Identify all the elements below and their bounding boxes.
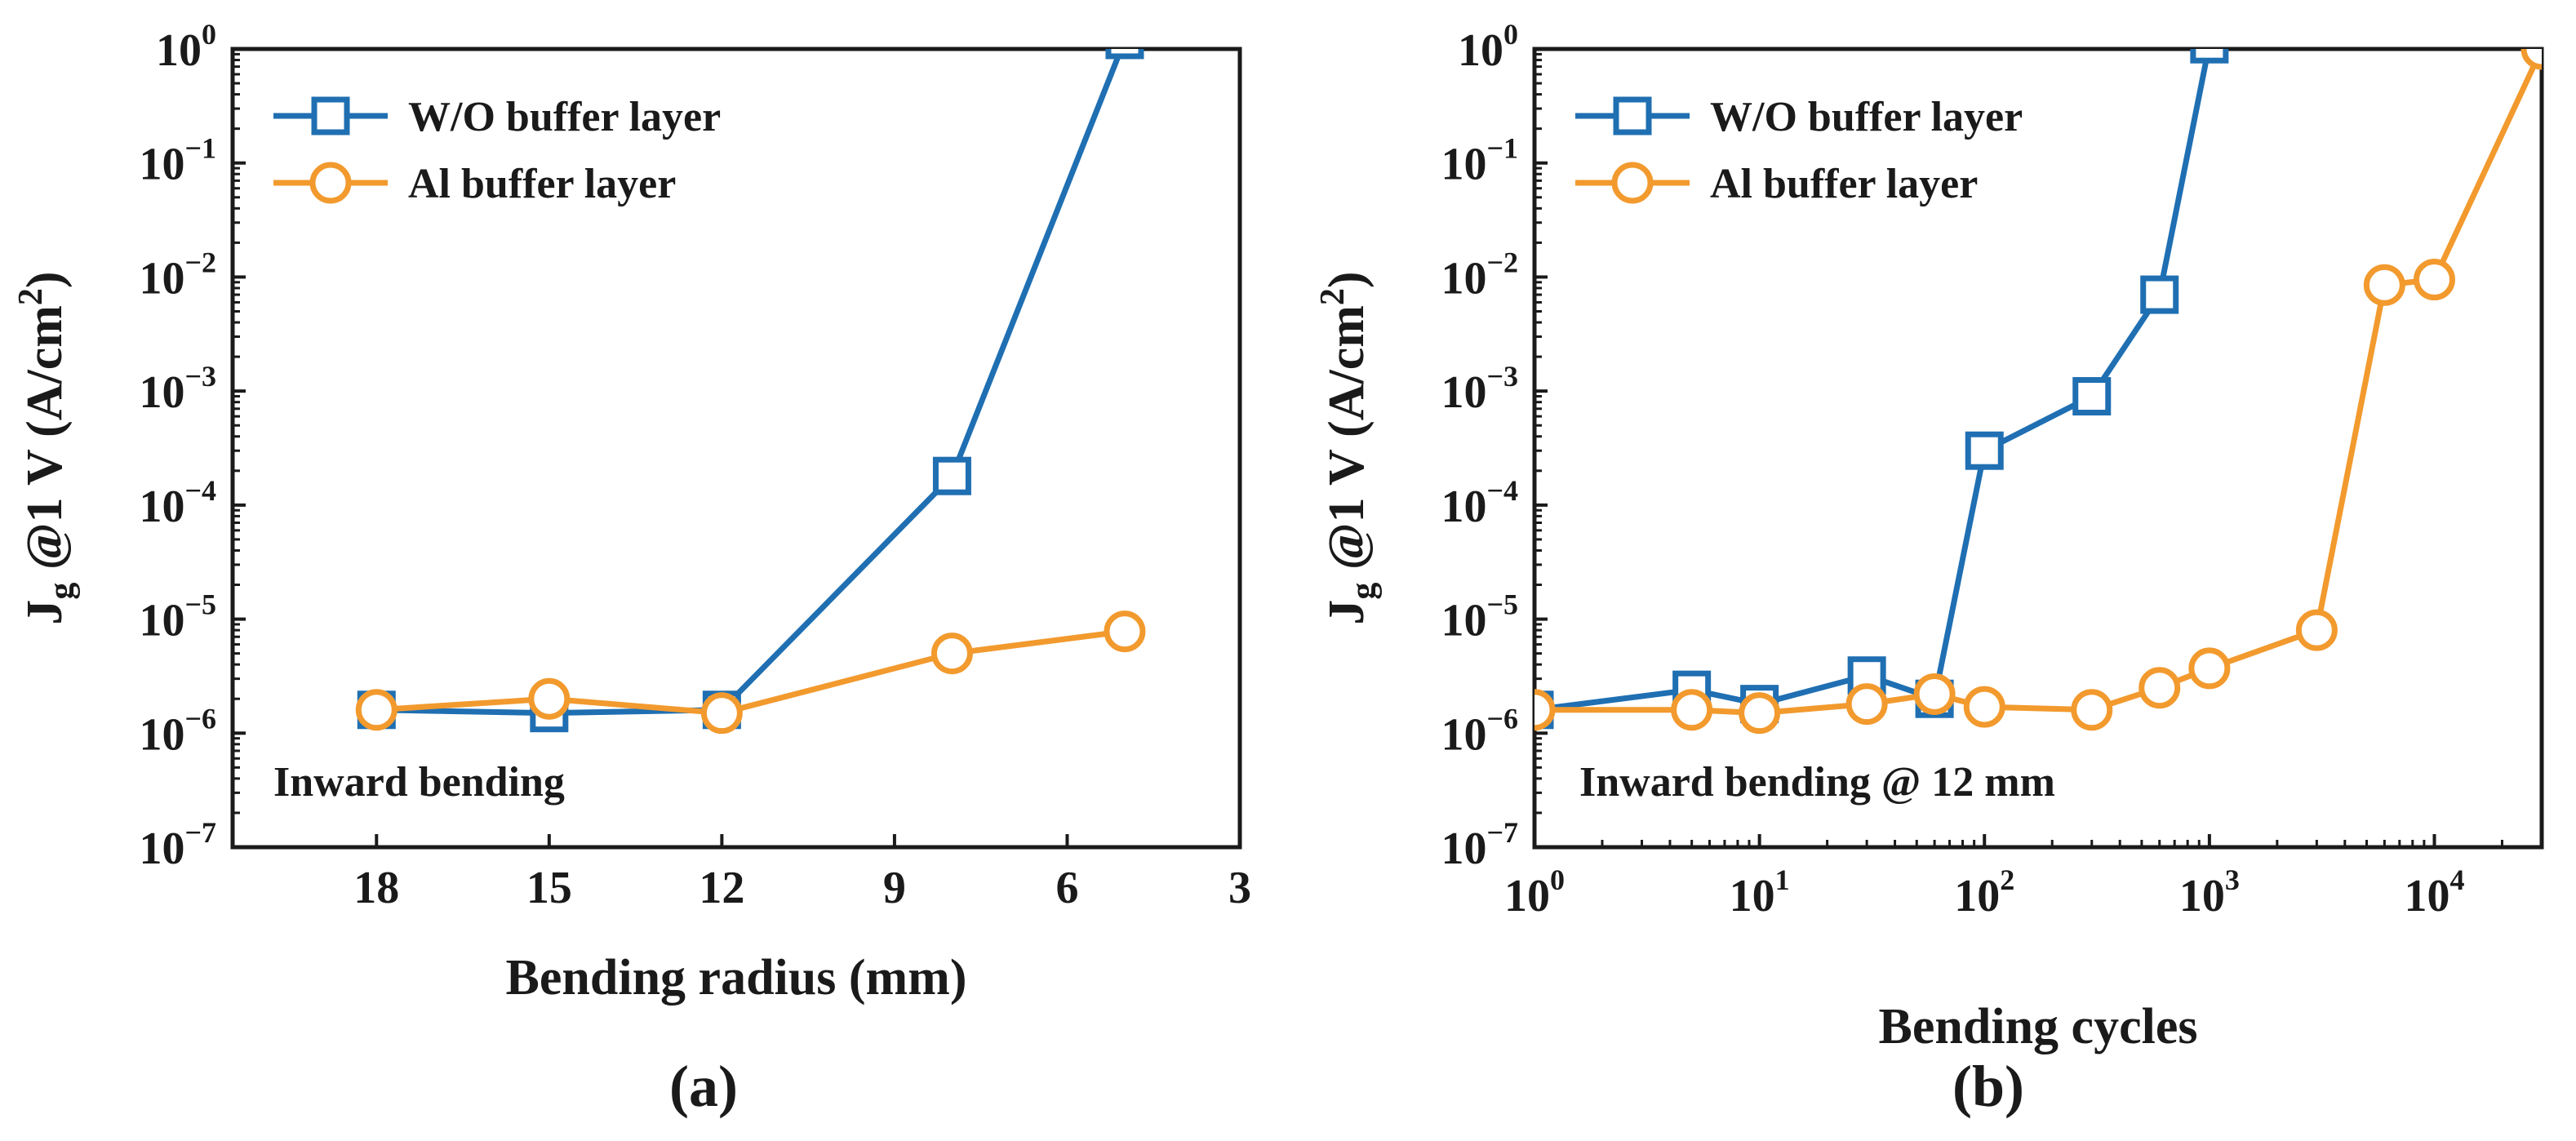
y-tick-label: 10−1 xyxy=(139,132,216,190)
data-point-circle xyxy=(355,689,398,731)
y-tick-label: 10−5 xyxy=(1441,588,1518,646)
panel-b-y-label-main: J xyxy=(1319,600,1375,625)
x-tick-label: 101 xyxy=(1730,864,1790,921)
x-tick-label: 12 xyxy=(699,863,744,913)
y-tick-label: 10−5 xyxy=(139,588,216,646)
x-tick-label: 6 xyxy=(1055,863,1078,913)
data-point-circle xyxy=(2363,264,2405,306)
legend-label: Al buffer layer xyxy=(408,161,676,207)
data-point-circle xyxy=(930,633,973,675)
data-point-circle xyxy=(2413,259,2455,301)
legend-label: Al buffer layer xyxy=(1710,161,1978,207)
y-tick-label: 100 xyxy=(156,18,216,76)
x-tick-label: 3 xyxy=(1228,863,1251,913)
x-tick-label: 18 xyxy=(353,863,399,913)
y-tick-label: 10−7 xyxy=(1441,816,1518,874)
panel-a-x-axis-label: Bending radius (mm) xyxy=(506,950,967,1006)
x-tick-label: 103 xyxy=(2179,864,2240,921)
y-tick-label: 10−6 xyxy=(139,702,216,760)
panel-a-y-axis-label: Jg @1 V (A/cm2) xyxy=(12,271,81,624)
data-point-circle xyxy=(2295,609,2338,651)
panel-b-legend: W/O buffer layer Al buffer layer xyxy=(1575,94,2023,207)
panel-b-y-label-sub: g xyxy=(1345,583,1383,600)
series-line-1 xyxy=(376,628,1126,717)
legend-marker-square xyxy=(1613,96,1652,135)
data-point-circle xyxy=(700,692,743,735)
panel-a-series xyxy=(355,49,1146,735)
y-tick-label: 100 xyxy=(1458,18,1518,76)
panel-a: 10−7 10−6 10−5 10−4 10−3 10−2 10−1 100 18 15 12 9 6 3… xyxy=(12,18,1251,1119)
y-tick-label: 10−1 xyxy=(1441,132,1518,190)
legend-label: W/O buffer layer xyxy=(1710,94,2023,140)
data-point-square xyxy=(2190,49,2229,64)
y-tick-label: 10−3 xyxy=(1441,360,1518,418)
data-point-square xyxy=(2140,275,2179,314)
data-point-square xyxy=(1105,49,1144,60)
data-point-square xyxy=(932,456,971,495)
panel-a-y-label-main: J xyxy=(17,600,73,625)
data-point-circle xyxy=(1963,686,2005,728)
data-point-circle xyxy=(2520,49,2542,70)
panel-b-axes: 10−7 10−6 10−5 10−4 10−3 10−2 10−1 100 100 101 102… xyxy=(1441,18,2543,921)
legend-marker-circle xyxy=(309,162,352,204)
data-point-circle xyxy=(1739,692,1781,735)
panel-a-legend: W/O buffer layer Al buffer layer xyxy=(273,94,721,207)
x-tick-label: 9 xyxy=(883,863,906,913)
x-tick-label: 100 xyxy=(1504,864,1565,921)
data-point-square xyxy=(1965,431,2004,470)
y-tick-label: 10−7 xyxy=(139,816,216,874)
y-tick-label: 10−4 xyxy=(139,474,216,532)
panel-a-plot-frame xyxy=(230,47,1242,850)
panel-b-series xyxy=(1534,49,2542,735)
x-tick-label: 104 xyxy=(2404,864,2464,921)
panel-a-y-label-sup: 2 xyxy=(12,288,50,305)
panel-b-annotation: Inward bending @ 12 mm xyxy=(1579,759,2055,806)
panel-b-y-label-sup: 2 xyxy=(1314,288,1352,305)
x-tick-label: 15 xyxy=(526,863,572,913)
data-point-circle xyxy=(1671,689,1713,731)
x-tick-label: 102 xyxy=(1954,864,2014,921)
legend-marker-circle xyxy=(1611,162,1654,204)
panel-a-y-label-close: ) xyxy=(17,271,73,288)
panel-a-label: (a) xyxy=(669,1054,738,1119)
series-line-1 xyxy=(1534,49,2542,717)
y-tick-label: 10−3 xyxy=(139,360,216,418)
panel-b-y-label-rest: @1 V (A/cm xyxy=(1319,305,1375,583)
y-tick-label: 10−2 xyxy=(139,246,216,304)
y-tick-label: 10−2 xyxy=(1441,246,1518,304)
panel-b-y-axis-label: Jg @1 V (A/cm2) xyxy=(1314,271,1383,624)
legend-marker-square xyxy=(311,96,350,135)
data-point-circle xyxy=(2071,689,2113,731)
series-line-0 xyxy=(1534,49,2212,713)
panel-a-y-label-rest: @1 V (A/cm xyxy=(17,305,73,583)
panel-a-annotation: Inward bending xyxy=(273,759,565,806)
legend-label: W/O buffer layer xyxy=(408,94,721,140)
data-point-circle xyxy=(1534,689,1556,731)
y-tick-label: 10−6 xyxy=(1441,702,1518,760)
data-point-circle xyxy=(1845,683,1888,726)
panel-a-y-label-sub: g xyxy=(43,583,81,600)
data-point-circle xyxy=(1913,673,1956,715)
data-point-circle xyxy=(2139,667,2181,709)
panel-b: 10−7 10−6 10−5 10−4 10−3 10−2 10−1 100 100 101 102… xyxy=(1314,18,2544,1119)
data-point-circle xyxy=(528,677,571,720)
panel-b-label: (b) xyxy=(1952,1054,2024,1119)
panel-b-plot-frame xyxy=(1532,47,2544,850)
data-point-circle xyxy=(1104,610,1146,653)
panel-a-axes: 10−7 10−6 10−5 10−4 10−3 10−2 10−1 100 18 15 12 9 6 3 xyxy=(139,18,1251,913)
panel-b-y-label-close: ) xyxy=(1319,271,1375,288)
data-point-circle xyxy=(2188,647,2231,690)
y-tick-label: 10−4 xyxy=(1441,474,1518,532)
series-line-0 xyxy=(376,49,1125,717)
data-point-square xyxy=(2072,377,2112,416)
panel-b-x-axis-label: Bending cycles xyxy=(1879,999,2198,1054)
